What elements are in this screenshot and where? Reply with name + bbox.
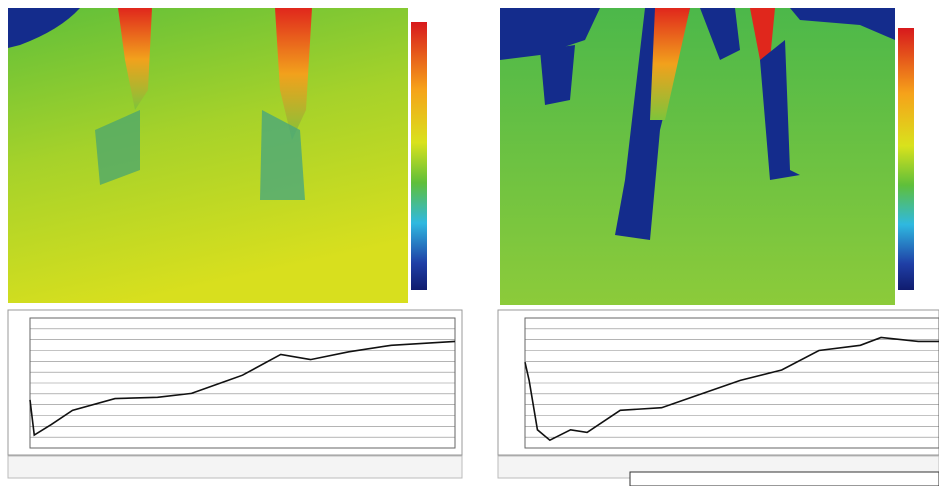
cold-leg	[540, 45, 575, 105]
status-bar	[8, 456, 462, 478]
overlay-box	[630, 472, 939, 486]
thermal-image	[8, 8, 408, 303]
color-scale	[898, 28, 914, 290]
page: (() => { const data = JSON.parse(documen…	[0, 0, 939, 486]
screenshot	[0, 0, 939, 486]
color-scale	[411, 22, 427, 290]
profile-frame	[8, 310, 462, 455]
